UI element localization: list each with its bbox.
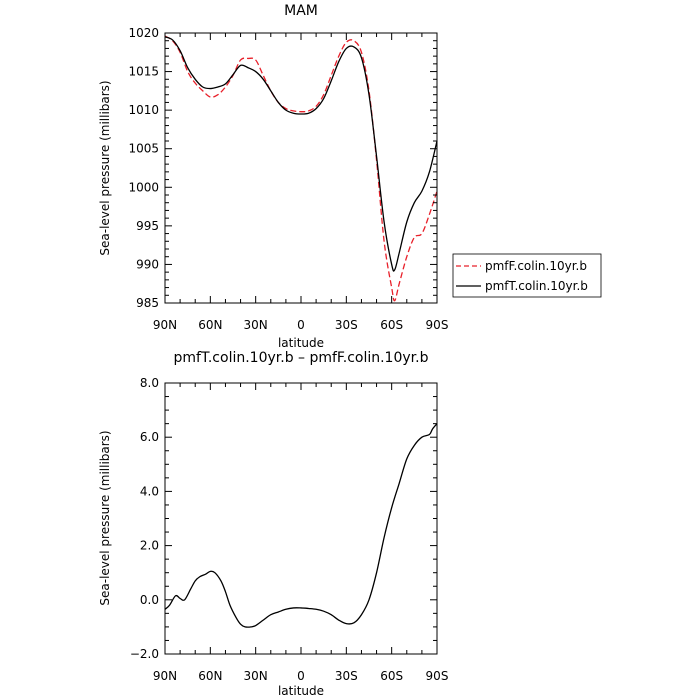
bottom-y-axis-label: Sea-level pressure (millibars) xyxy=(98,430,112,605)
bottom-x-ticks: 90N 60N 30N 0 30S 60S 90S xyxy=(153,383,449,683)
top-chart-panel: MAM 90N 60N 30N 0 30S 60S 90S 985 990 995 1000 100… xyxy=(98,3,448,350)
bottom-x-tick-label: 30N xyxy=(244,669,268,683)
top-x-tick-label: 90S xyxy=(426,318,449,332)
legend-box xyxy=(452,253,602,298)
bottom-y-tick-label: 6.0 xyxy=(140,430,159,444)
top-y-tick-label: 1005 xyxy=(128,142,159,156)
bottom-chart-panel: pmfT.colin.10yr.b – pmfF.colin.10yr.b 90… xyxy=(98,350,448,698)
bottom-y-tick-label: 2.0 xyxy=(140,539,159,553)
top-x-tick-label: 0 xyxy=(297,318,305,332)
bottom-x-tick-label: 30S xyxy=(335,669,358,683)
bottom-y-tick-label: 8.0 xyxy=(140,376,159,390)
top-series-line-pmfF xyxy=(164,35,438,302)
top-y-tick-label: 990 xyxy=(136,257,159,271)
top-plot-frame xyxy=(164,32,438,304)
top-x-ticks: 90N 60N 30N 0 30S 60S 90S xyxy=(153,33,449,332)
top-y-tick-label: 995 xyxy=(136,219,159,233)
top-series-line-pmfT xyxy=(164,36,438,272)
top-y-tick-label: 985 xyxy=(136,296,159,310)
top-y-axis-label: Sea-level pressure (millibars) xyxy=(98,80,112,255)
top-x-tick-label: 60S xyxy=(380,318,403,332)
bottom-y-tick-label: −2.0 xyxy=(130,647,159,661)
bottom-series-group xyxy=(164,423,438,628)
top-x-tick-label: 30S xyxy=(335,318,358,332)
top-y-tick-label: 1015 xyxy=(128,65,159,79)
top-series-group xyxy=(164,35,438,302)
top-x-tick-label: 60N xyxy=(198,318,222,332)
legend-label-pmfF: pmfF.colin.10yr.b xyxy=(485,259,587,273)
bottom-x-tick-label: 60N xyxy=(198,669,222,683)
bottom-x-axis-label: latitude xyxy=(278,684,324,698)
top-x-tick-label: 90N xyxy=(153,318,177,332)
top-y-tick-label: 1010 xyxy=(128,103,159,117)
bottom-plot-frame xyxy=(164,382,438,655)
legend: pmfF.colin.10yr.b pmfT.colin.10yr.b xyxy=(452,253,602,298)
bottom-y-tick-label: 0.0 xyxy=(140,593,159,607)
bottom-y-tick-label: 4.0 xyxy=(140,484,159,498)
bottom-y-ticks: −2.0 0.0 2.0 4.0 6.0 8.0 xyxy=(130,376,437,661)
top-y-tick-label: 1020 xyxy=(128,26,159,40)
top-y-tick-label: 1000 xyxy=(128,180,159,194)
bottom-series-line-difference xyxy=(164,423,438,628)
bottom-chart-title: pmfT.colin.10yr.b – pmfF.colin.10yr.b xyxy=(174,350,429,366)
top-chart-title: MAM xyxy=(284,3,318,19)
top-x-tick-label: 30N xyxy=(244,318,268,332)
bottom-x-tick-label: 90S xyxy=(426,669,449,683)
top-x-axis-label: latitude xyxy=(278,336,324,350)
bottom-x-tick-label: 90N xyxy=(153,669,177,683)
bottom-x-tick-label: 0 xyxy=(297,669,305,683)
bottom-x-tick-label: 60S xyxy=(380,669,403,683)
legend-label-pmfT: pmfT.colin.10yr.b xyxy=(485,279,588,293)
top-y-ticks: 985 990 995 1000 1005 1010 1015 1020 xyxy=(128,26,437,310)
